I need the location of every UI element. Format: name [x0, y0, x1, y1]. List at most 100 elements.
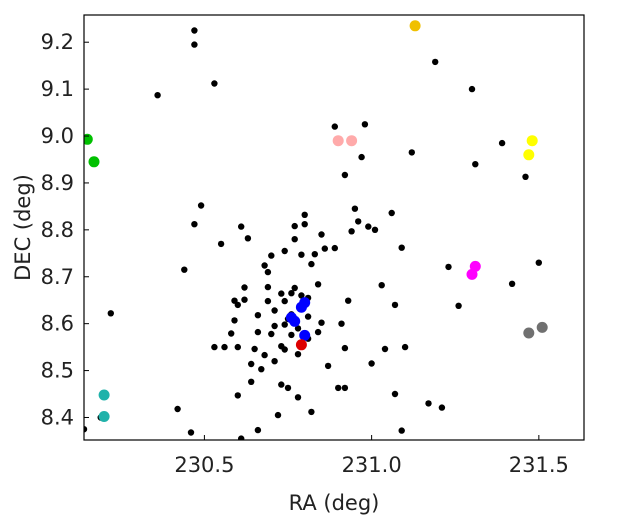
data-point-s0-70: [308, 408, 315, 416]
data-point-s0-51: [284, 384, 292, 392]
data-point-s5-1: [523, 149, 535, 161]
data-point-s0-29: [254, 312, 262, 319]
data-point-s0-0: [84, 426, 88, 433]
y-tick-label: 8.7: [41, 265, 74, 289]
data-point-s0-86: [348, 228, 355, 235]
data-point-s0-20: [234, 301, 241, 309]
data-point-s0-76: [321, 245, 328, 252]
y-tick-label: 8.8: [41, 218, 74, 242]
data-point-s0-31: [254, 426, 262, 434]
data-point-s0-15: [228, 330, 235, 337]
ticks-layer: 230.5 231.0 231.5 8.4 8.5 8.6 8.7 8.8 8.9 9.0 9.1 9…: [41, 30, 569, 477]
data-point-s0-111: [508, 280, 516, 287]
data-point-s8-1: [289, 315, 301, 327]
data-point-s0-18: [234, 343, 241, 351]
data-point-s0-47: [281, 247, 288, 255]
data-point-s0-43: [274, 411, 282, 419]
data-point-s0-109: [472, 161, 479, 168]
data-point-s0-107: [455, 302, 462, 309]
data-point-s0-103: [425, 400, 432, 407]
data-point-s1-1: [88, 156, 100, 168]
data-point-s0-24: [241, 296, 248, 303]
data-point-s0-97: [391, 301, 399, 309]
data-point-s0-102: [408, 149, 415, 156]
data-point-s4-0: [332, 135, 344, 147]
data-point-s0-57: [291, 222, 298, 230]
data-point-s0-26: [248, 378, 255, 385]
data-point-s0-46: [278, 381, 285, 388]
y-tick-label: 8.9: [41, 171, 74, 195]
data-point-s0-105: [438, 404, 446, 411]
data-point-s0-41: [271, 322, 278, 330]
data-point-s0-5: [181, 266, 188, 273]
data-point-s0-85: [345, 297, 352, 304]
data-point-s0-69: [308, 260, 315, 268]
data-point-s0-6: [187, 429, 195, 436]
data-point-s0-63: [298, 292, 305, 299]
data-point-s0-84: [341, 384, 349, 392]
data-point-s0-79: [331, 244, 338, 252]
data-point-s0-110: [498, 139, 506, 147]
y-tick-label: 8.4: [41, 405, 74, 429]
data-point-s0-27: [248, 360, 255, 368]
data-point-s0-77: [324, 362, 332, 370]
points-layer: [84, 20, 548, 440]
data-point-s0-101: [401, 343, 409, 351]
y-tick-label: 8.6: [41, 312, 74, 336]
data-point-s4-1: [346, 135, 358, 147]
data-point-s0-83: [341, 344, 349, 352]
data-point-s0-37: [264, 297, 272, 305]
data-point-s0-90: [361, 121, 369, 128]
data-point-s0-30: [254, 328, 262, 336]
data-point-s0-100: [398, 427, 405, 434]
data-point-s0-88: [355, 218, 362, 225]
data-point-s0-56: [291, 284, 298, 292]
x-tick-label: 230.5: [174, 453, 234, 477]
data-point-s0-62: [298, 251, 305, 258]
data-point-s0-22: [238, 223, 245, 230]
data-point-s9-0: [295, 339, 307, 351]
data-point-s0-106: [445, 263, 452, 271]
data-point-s0-53: [288, 290, 295, 297]
data-point-s3-0: [409, 20, 421, 32]
data-point-s0-93: [371, 226, 379, 233]
data-point-s0-8: [191, 27, 198, 34]
data-point-s0-99: [398, 244, 405, 251]
data-point-s0-55: [288, 331, 295, 339]
y-tick-label: 9.0: [41, 124, 74, 148]
data-point-s0-81: [338, 320, 345, 327]
data-point-s0-78: [331, 123, 338, 130]
data-point-s0-40: [271, 307, 278, 314]
data-point-s0-112: [522, 173, 529, 180]
data-point-s0-12: [211, 343, 218, 351]
y-tick-label: 8.5: [41, 359, 74, 383]
data-point-s0-65: [301, 211, 308, 218]
data-point-s0-10: [197, 202, 205, 209]
data-point-s0-23: [241, 284, 248, 291]
data-point-s0-28: [251, 345, 258, 353]
data-point-s0-82: [341, 171, 349, 179]
data-point-s0-59: [294, 325, 302, 332]
data-point-s0-95: [381, 345, 389, 353]
data-point-s5-0: [526, 135, 538, 147]
data-point-s7-1: [536, 321, 548, 333]
data-point-s0-48: [281, 297, 288, 305]
data-point-s0-74: [318, 319, 325, 326]
data-point-s0-92: [368, 360, 375, 367]
data-point-s0-73: [314, 328, 322, 336]
y-axis-label: DEC (deg): [11, 174, 35, 281]
data-point-s0-13: [217, 240, 225, 248]
data-point-s0-21: [238, 435, 245, 440]
data-point-s0-4: [174, 405, 181, 413]
data-point-s0-25: [244, 235, 252, 242]
data-point-s0-94: [378, 282, 385, 289]
data-point-s0-75: [318, 231, 325, 238]
data-point-s0-38: [268, 252, 275, 259]
data-point-s1-0: [84, 133, 93, 145]
data-point-s0-96: [388, 209, 395, 217]
y-tick-label: 9.2: [41, 30, 74, 54]
data-point-s6-1: [466, 268, 478, 280]
data-point-s0-34: [261, 351, 268, 359]
data-point-s7-0: [523, 327, 535, 339]
data-point-s0-9: [191, 221, 198, 228]
